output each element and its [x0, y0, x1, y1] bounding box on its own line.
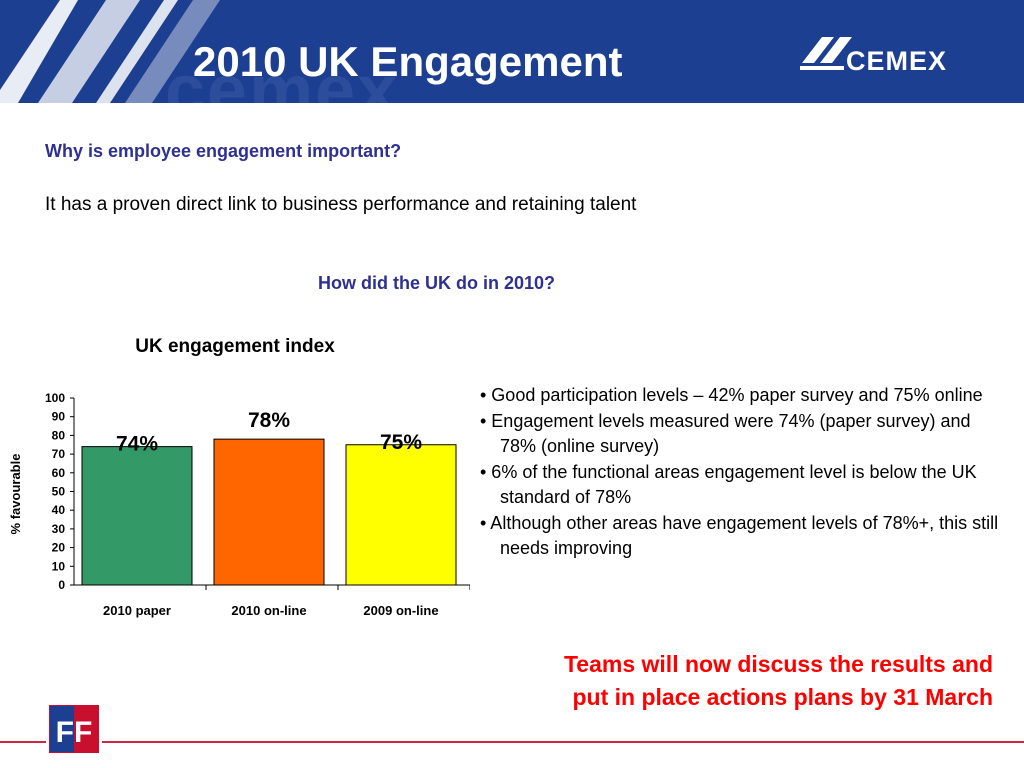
y-tick-label: 70 [52, 447, 66, 461]
ff-logo-icon: FF [46, 700, 102, 756]
action-callout: Teams will now discuss the results and p… [455, 648, 993, 714]
y-tick-label: 40 [52, 503, 66, 517]
list-item: • Good participation levels – 42% paper … [480, 385, 983, 405]
page-title: 2010 UK Engagement [193, 38, 623, 85]
y-tick-label: 80 [52, 428, 66, 442]
x-tick-label: 2010 paper [103, 603, 171, 618]
brand-watermark: cemex [165, 51, 400, 103]
y-tick-label: 30 [52, 522, 66, 536]
list-item: • Although other areas have engagement l… [480, 512, 999, 559]
x-tick-label: 2009 on-line [363, 603, 438, 618]
bar-3 [345, 444, 457, 586]
footer-divider [0, 741, 1024, 743]
engagement-bar-chart: UK engagement index % favourable 0 10 20 30… [8, 336, 470, 618]
y-tick-label: 0 [58, 578, 65, 592]
bar-1 [81, 446, 193, 586]
cemex-logo-text: CEMEX [846, 46, 948, 76]
callout-line-2: put in place actions plans by 31 March [572, 684, 993, 710]
x-tick-label: 2010 on-line [231, 603, 306, 618]
list-item: • Engagement levels measured were 74% (p… [480, 410, 971, 457]
y-tick-label: 10 [52, 559, 66, 573]
callout-line-1: Teams will now discuss the results and [563, 651, 993, 677]
findings-list: • Good participation levels – 42% paper … [480, 383, 1000, 562]
data-label: 78% [248, 409, 290, 432]
data-label: 74% [116, 433, 158, 456]
answer-text: It has a proven direct link to business … [45, 194, 637, 215]
question-why: Why is employee engagement important? [45, 141, 402, 161]
header-banner: cemex 2010 UK Engagement CEMEX [0, 0, 1024, 103]
list-item: • 6% of the functional areas engagement … [480, 461, 977, 508]
question-how: How did the UK do in 2010? [318, 273, 556, 293]
chart-title: UK engagement index [135, 336, 335, 357]
data-label: 75% [380, 431, 422, 454]
y-tick-label: 100 [45, 391, 65, 405]
stripe-decoration [0, 0, 220, 103]
y-tick-label: 50 [52, 485, 66, 499]
y-tick-label: 90 [52, 410, 66, 424]
y-tick-label: 60 [52, 466, 66, 480]
y-tick-label: 20 [52, 541, 66, 555]
y-axis-label: % favourable [8, 454, 23, 535]
ff-logo-text: FF [56, 716, 93, 749]
bar-2 [213, 438, 325, 586]
cemex-logo-icon [800, 37, 852, 70]
